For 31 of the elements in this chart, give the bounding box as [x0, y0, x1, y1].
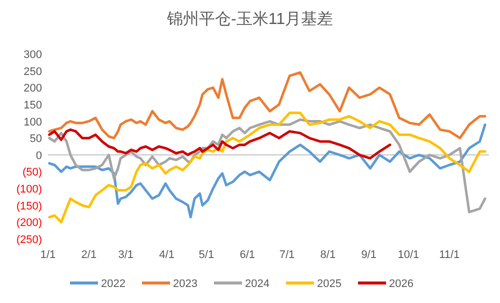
x-tick-label: 3/1: [118, 249, 134, 261]
x-tick-label: 1/1: [40, 249, 56, 261]
y-tick-label: (200): [16, 217, 42, 230]
y-tick-label: 100: [24, 116, 42, 128]
y-tick-label: 300: [24, 49, 42, 61]
legend-label: 2025: [317, 278, 342, 290]
y-tick-label: (100): [16, 184, 42, 196]
x-tick-label: 9/1: [361, 249, 376, 261]
y-tick-label: 200: [24, 82, 42, 95]
y-tick-label: 50: [30, 133, 42, 146]
y-tick-label: (250): [16, 234, 42, 246]
x-tick-label: 5/1: [198, 249, 214, 261]
line-series: [48, 71, 486, 140]
y-tick-label: (150): [16, 200, 42, 212]
x-tick-label: 10/1: [398, 249, 420, 261]
y-tick-label: 250: [24, 66, 42, 78]
x-tick-label: 8/1: [320, 249, 336, 261]
y-tick-label: 150: [24, 99, 42, 112]
x-tick-label: 6/1: [240, 249, 256, 261]
y-tick-label: (50): [22, 166, 42, 179]
x-tick-label: 11/1: [439, 249, 460, 261]
x-tick-label: 2/1: [81, 249, 97, 261]
x-tick-label: 7/1: [279, 249, 295, 261]
legend-label: 2024: [245, 278, 270, 290]
legend-label: 2023: [173, 278, 198, 290]
legend-label: 2026: [389, 278, 414, 290]
x-tick-label: 4/1: [159, 249, 174, 261]
legend-label: 2022: [101, 278, 126, 290]
y-tick-label: 0: [36, 150, 42, 162]
chart-title: 锦州平仓-玉米11月基差: [166, 10, 333, 28]
line-series: [48, 128, 392, 160]
